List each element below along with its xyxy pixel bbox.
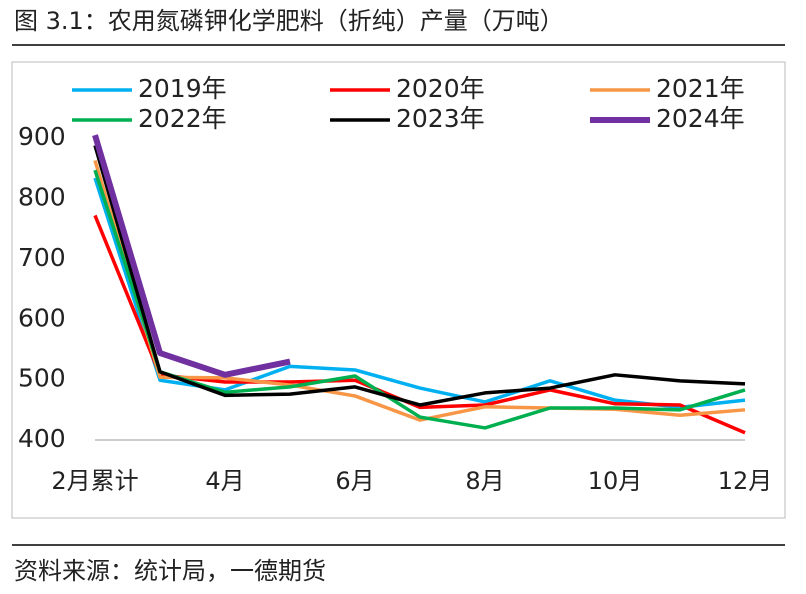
series-line	[93, 169, 746, 430]
source: 资料来源：统计局，一德期货	[14, 557, 326, 585]
x-tick-label: 2月累计	[51, 467, 138, 495]
x-tick-label: 6月	[335, 467, 374, 495]
y-tick-label: 400	[18, 424, 66, 453]
y-tick-label: 600	[18, 303, 66, 332]
legend-label: 2021年	[656, 74, 745, 103]
series-line	[93, 214, 746, 435]
x-tick-label: 8月	[465, 467, 504, 495]
x-tick-label: 4月	[205, 467, 244, 495]
chart-title: 图 3.1：农用氮磷钾化学肥料（折纯）产量（万吨）	[14, 7, 564, 35]
y-tick-label: 700	[18, 243, 66, 272]
legend-label: 2022年	[138, 104, 227, 133]
legend-label: 2020年	[396, 74, 485, 103]
series-line	[93, 177, 746, 410]
legend-label: 2019年	[138, 74, 227, 103]
y-tick-label: 900	[18, 122, 66, 151]
x-tick-label: 12月	[718, 467, 773, 495]
series-line	[92, 134, 291, 378]
y-tick-label: 500	[18, 364, 66, 393]
y-tick-label: 800	[18, 183, 66, 212]
x-tick-label: 10月	[588, 467, 643, 495]
legend-label: 2023年	[396, 104, 485, 133]
series-line	[93, 144, 746, 407]
chart-frame	[11, 61, 786, 519]
series-line	[93, 160, 746, 422]
legend-label: 2024年	[656, 104, 745, 133]
